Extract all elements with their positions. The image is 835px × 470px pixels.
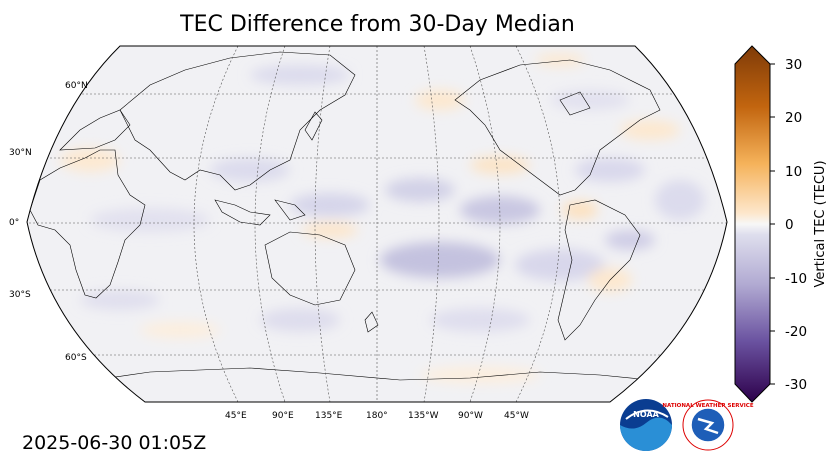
- colorbar-tick: 30: [785, 57, 802, 73]
- coastlines: [29, 51, 701, 386]
- lat-label: 60°S: [65, 353, 87, 363]
- lon-label: 90°E: [272, 411, 294, 421]
- lat-label: 30°S: [9, 290, 31, 300]
- timestamp: 2025-06-30 01:05Z: [22, 432, 207, 454]
- colorbar-tick: 20: [785, 110, 802, 126]
- svg-text:NATIONAL WEATHER SERVICE: NATIONAL WEATHER SERVICE: [662, 403, 753, 409]
- gridlines: [27, 46, 727, 402]
- lon-label: 90°W: [458, 411, 483, 421]
- colorbar-tick: -30: [785, 377, 807, 393]
- lat-label: 60°N: [65, 81, 88, 91]
- colorbar: 30 20 10 0 -10 -20 -30 Vertical TEC (TEC…: [734, 45, 828, 403]
- colorbar-label: Vertical TEC (TECU): [813, 160, 828, 287]
- lon-label: 135°E: [315, 411, 343, 421]
- lon-label: 45°E: [225, 411, 247, 421]
- colorbar-tick: 10: [785, 164, 802, 180]
- lon-label: 180°: [366, 411, 388, 421]
- map-border: [26, 45, 728, 403]
- svg-text:NOAA: NOAA: [633, 410, 659, 419]
- lat-labels: 60°N 30°N 0° 30°S 60°S: [9, 81, 88, 363]
- colorbar-tick: -20: [785, 324, 807, 340]
- colorbar-tick: 0: [785, 217, 794, 233]
- tec-difference-field: [60, 54, 705, 383]
- map-area: [27, 46, 727, 402]
- lat-label: 0°: [9, 218, 19, 228]
- noaa-logo-icon: NOAA: [620, 399, 672, 451]
- nws-logo-icon: NATIONAL WEATHER SERVICE: [662, 399, 754, 451]
- colorbar-tick: -10: [785, 271, 807, 287]
- map-title: TEC Difference from 30-Day Median: [180, 12, 575, 37]
- colorbar-bar: [734, 45, 771, 403]
- lon-labels: 45°E 90°E 135°E 180° 135°W 90°W 45°W: [225, 411, 529, 421]
- lon-label: 45°W: [504, 411, 529, 421]
- lat-label: 30°N: [9, 148, 32, 158]
- lon-label: 135°W: [408, 411, 439, 421]
